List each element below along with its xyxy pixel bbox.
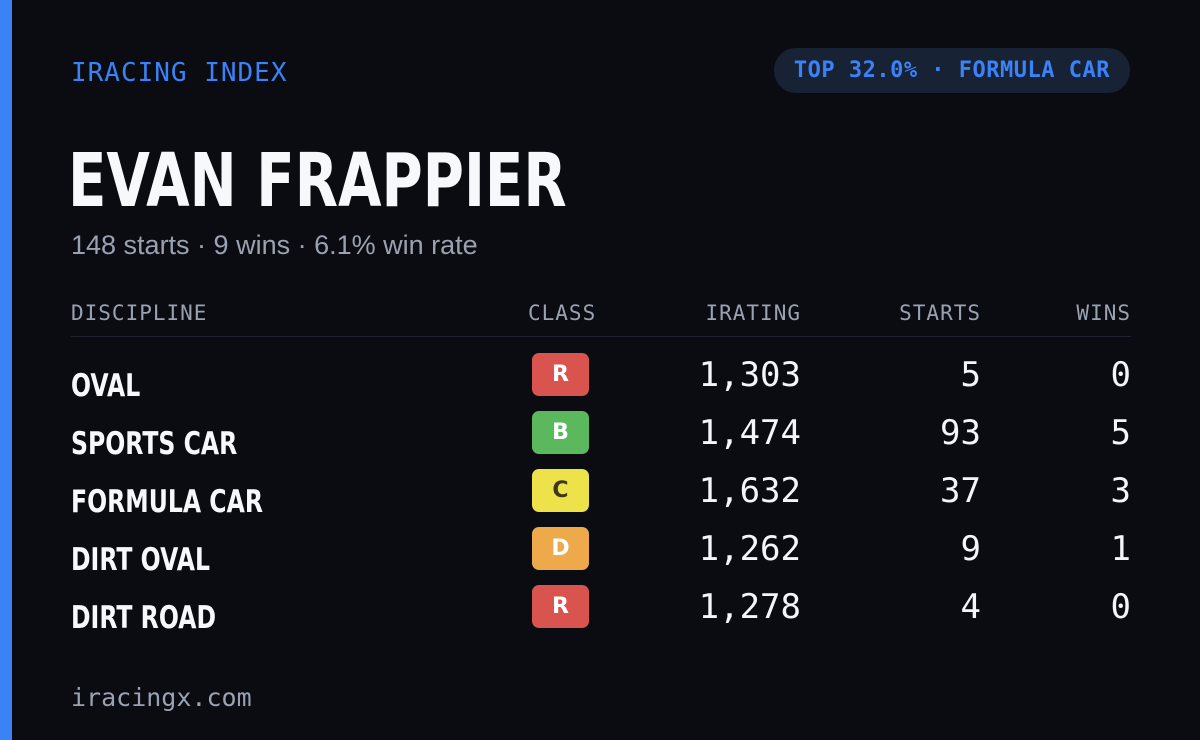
starts-cell: 4: [960, 587, 981, 627]
table-row: SPORTS CAR B 1,474 93 5: [71, 409, 1131, 467]
wins-cell: 3: [1110, 471, 1131, 511]
wins-cell: 0: [1110, 587, 1131, 627]
table-row: FORMULA CAR C 1,632 37 3: [71, 467, 1131, 525]
header-irating: IRATING: [705, 301, 801, 325]
driver-summary: 148 starts · 9 wins · 6.1% win rate: [71, 230, 478, 260]
footer-url: iracingx.com: [71, 683, 252, 712]
irating-cell: 1,303: [698, 355, 801, 395]
discipline-cell: DIRT OVAL: [71, 542, 210, 578]
wins-cell: 5: [1110, 413, 1131, 453]
starts-cell: 5: [960, 355, 981, 395]
class-badge: R: [532, 353, 589, 396]
driver-name: EVAN FRAPPIER: [68, 138, 567, 224]
irating-cell: 1,262: [698, 529, 801, 569]
table-body: OVAL R 1,303 5 0 SPORTS CAR B 1,474 93 5…: [71, 337, 1131, 641]
table-row: DIRT OVAL D 1,262 9 1: [71, 525, 1131, 583]
header-wins: WINS: [1076, 301, 1131, 325]
class-badge: R: [532, 585, 589, 628]
table-header: DISCIPLINE CLASS IRATING STARTS WINS: [71, 298, 1131, 337]
starts-cell: 9: [960, 529, 981, 569]
irating-cell: 1,474: [698, 413, 801, 453]
wins-cell: 0: [1110, 355, 1131, 395]
table-row: DIRT ROAD R 1,278 4 0: [71, 583, 1131, 641]
class-badge: D: [532, 527, 589, 570]
starts-cell: 37: [940, 471, 981, 511]
discipline-cell: DIRT ROAD: [71, 600, 217, 636]
header-starts: STARTS: [899, 301, 981, 325]
header-class: CLASS: [528, 301, 597, 325]
class-badge: C: [532, 469, 589, 512]
starts-cell: 93: [940, 413, 981, 453]
brand-title: IRACING INDEX: [71, 58, 288, 88]
discipline-cell: SPORTS CAR: [71, 426, 238, 462]
class-badge: B: [532, 411, 589, 454]
discipline-cell: FORMULA CAR: [71, 484, 263, 520]
wins-cell: 1: [1110, 529, 1131, 569]
irating-cell: 1,278: [698, 587, 801, 627]
rank-badge: TOP 32.0% · FORMULA CAR: [773, 48, 1130, 93]
accent-bar: [0, 0, 12, 740]
header-discipline: DISCIPLINE: [71, 301, 208, 325]
table-row: OVAL R 1,303 5 0: [71, 351, 1131, 409]
irating-cell: 1,632: [698, 471, 801, 511]
license-table: DISCIPLINE CLASS IRATING STARTS WINS OVA…: [71, 298, 1131, 641]
discipline-cell: OVAL: [71, 368, 141, 404]
